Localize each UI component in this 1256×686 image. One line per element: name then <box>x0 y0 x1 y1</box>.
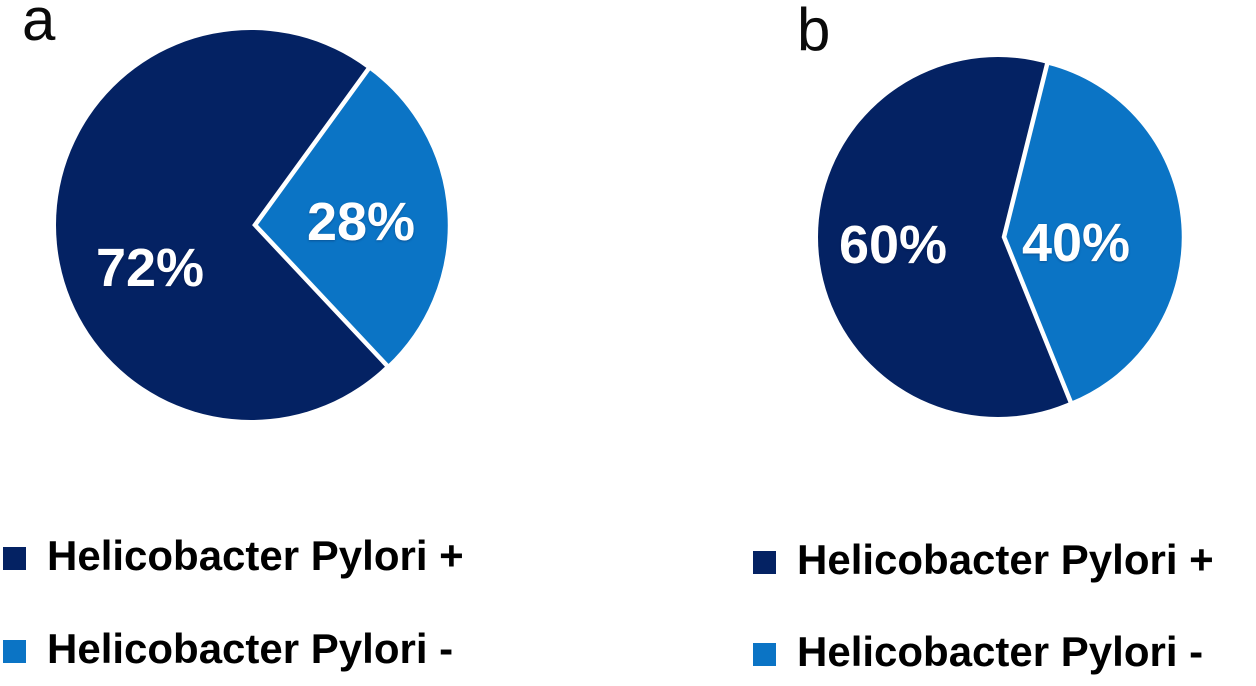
pie-b-major-slice-label: 60% <box>838 215 948 275</box>
panel-label-b: b <box>797 0 831 63</box>
pie-charts-canvas <box>56 30 1187 420</box>
pie-a-minor-slice-label: 28% <box>306 192 416 252</box>
legend-item-a-hp-negative: Helicobacter Pylori - <box>3 625 454 672</box>
legend-label: Helicobacter Pylori + <box>47 532 464 579</box>
legend-label: Helicobacter Pylori - <box>797 628 1204 675</box>
legend-swatch-hp-positive-icon <box>753 550 776 574</box>
legend-swatch-hp-negative-icon <box>3 639 26 663</box>
legend-label: Helicobacter Pylori - <box>47 625 454 672</box>
legend-swatch-hp-positive-icon <box>3 546 26 570</box>
legend-label: Helicobacter Pylori + <box>797 536 1214 583</box>
legend-item-b-hp-positive: Helicobacter Pylori + <box>753 536 1214 583</box>
panel-label-a: a <box>22 0 56 53</box>
pie-a-minor-slice <box>252 64 453 371</box>
legend-item-b-hp-negative: Helicobacter Pylori - <box>753 628 1204 675</box>
pie-b-minor-slice <box>1001 59 1187 407</box>
pie-b-minor-slice-label: 40% <box>1021 213 1131 273</box>
pie-a-major-slice-label: 72% <box>95 238 205 298</box>
legend-item-a-hp-positive: Helicobacter Pylori + <box>3 532 464 579</box>
legend-swatch-hp-negative-icon <box>753 642 776 666</box>
